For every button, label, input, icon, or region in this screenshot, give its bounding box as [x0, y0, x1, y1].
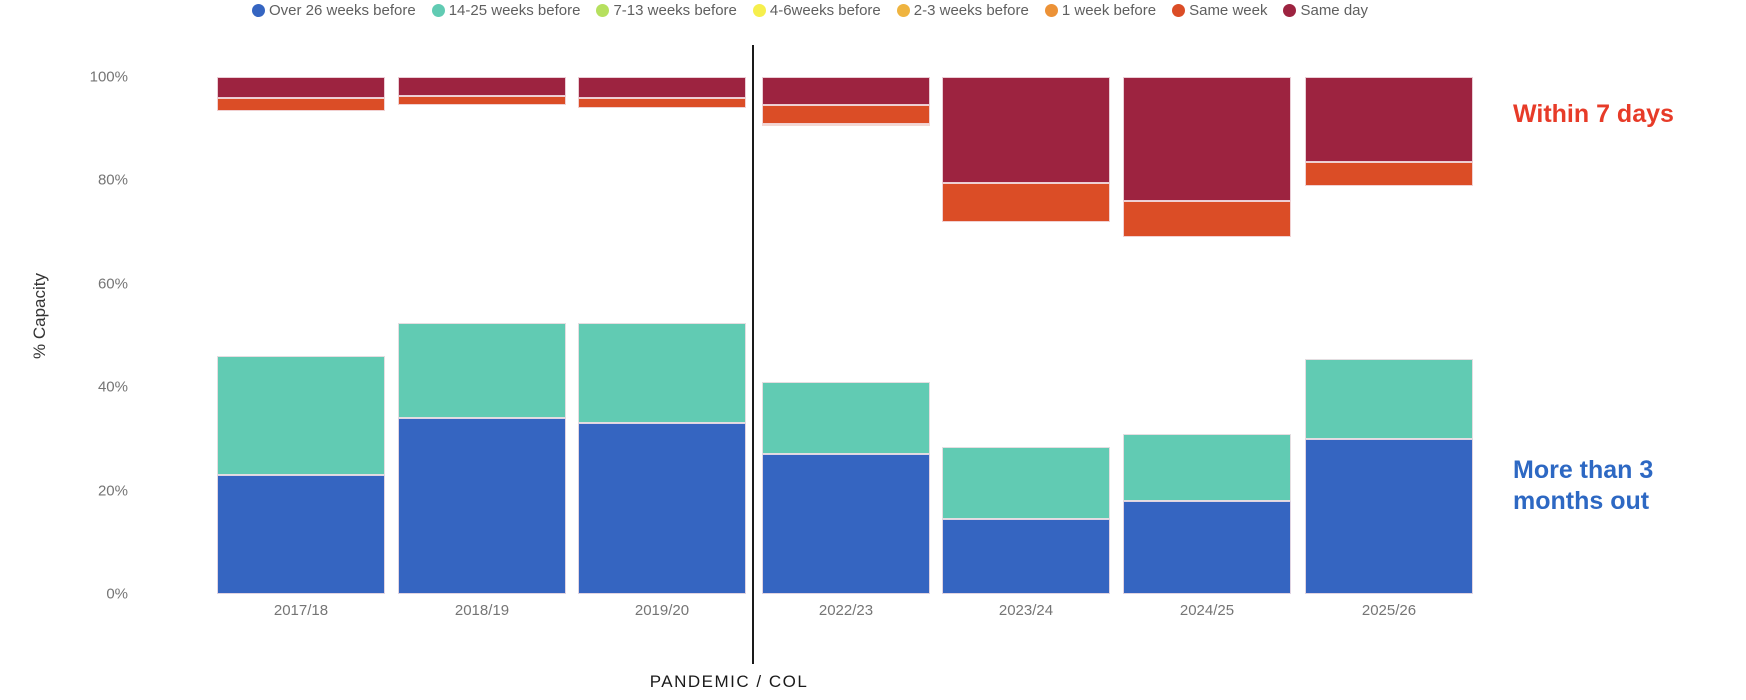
bar-segment[interactable]	[578, 322, 746, 424]
bar-segment[interactable]	[398, 418, 566, 594]
bar-segment[interactable]	[1305, 162, 1473, 186]
legend-color-dot-icon	[896, 4, 910, 17]
bar-segment[interactable]	[1123, 433, 1291, 501]
bar-segment[interactable]	[1305, 438, 1473, 594]
x-axis-label: PANDEMIC / COL	[649, 672, 809, 691]
bar-segment[interactable]	[398, 96, 566, 106]
bar-segment[interactable]	[578, 423, 746, 594]
legend-item[interactable]: Same day	[1283, 2, 1368, 19]
bar-segment[interactable]	[762, 105, 930, 124]
bar-segment[interactable]	[942, 446, 1110, 520]
bar-segment[interactable]	[762, 123, 930, 127]
bar-segment[interactable]	[942, 77, 1110, 183]
legend-color-dot-icon	[596, 4, 610, 17]
legend-color-dot-icon	[431, 4, 445, 17]
y-axis-tick-label: 100%	[89, 68, 128, 86]
legend-item[interactable]: Same week	[1172, 2, 1267, 19]
x-axis-category-label: 2017/18	[273, 602, 329, 619]
bar-segment[interactable]	[762, 77, 930, 106]
legend-item[interactable]: 4-6weeks before	[752, 2, 881, 19]
y-axis-tick-label: 40%	[97, 378, 128, 396]
legend-item-label: 2-3 weeks before	[913, 2, 1029, 19]
legend-item[interactable]: 7-13 weeks before	[596, 2, 737, 19]
x-axis-category-label: 2023/24	[998, 602, 1054, 619]
bar-segment[interactable]	[762, 454, 930, 594]
legend-color-dot-icon	[752, 4, 766, 17]
chart-legend: Over 26 weeks before 14-25 weeks before 7-…	[0, 2, 1620, 19]
legend-item[interactable]: 2-3 weeks before	[896, 2, 1029, 19]
x-axis-category-label: 2024/25	[1179, 602, 1235, 619]
annotation-more-line1: More than 3	[1513, 456, 1654, 484]
legend-color-dot-icon	[1044, 4, 1058, 17]
annotation-within-7-days: Within 7 days	[1513, 100, 1674, 128]
y-axis-tick-label: 20%	[97, 482, 128, 500]
bar-segment[interactable]	[398, 322, 566, 419]
bar-segment[interactable]	[1123, 201, 1291, 238]
bar-segment[interactable]	[398, 77, 566, 97]
bar-segment[interactable]	[1305, 77, 1473, 163]
x-axis-category-label: 2018/19	[454, 602, 510, 619]
bar-segment[interactable]	[578, 77, 746, 98]
legend-item-label: 14-25 weeks before	[448, 2, 581, 19]
bar-segment[interactable]	[217, 475, 385, 594]
legend-item-label: Same day	[1300, 2, 1369, 19]
x-axis-category-label: 2025/26	[1361, 602, 1417, 619]
legend-item-label: 4-6weeks before	[769, 2, 881, 19]
annotation-more-line2: months out	[1513, 487, 1650, 515]
legend-item-label: Same week	[1189, 2, 1268, 19]
legend-color-dot-icon	[251, 4, 265, 17]
bar-segment[interactable]	[1123, 77, 1291, 202]
annotation-more-than-3-months: More than 3 months out	[1513, 455, 1653, 517]
x-axis-category-label: 2019/20	[634, 602, 690, 619]
bar-segment[interactable]	[217, 77, 385, 98]
bar-segment[interactable]	[942, 519, 1110, 594]
bar-segment[interactable]	[1305, 358, 1473, 439]
bar-segment[interactable]	[217, 356, 385, 476]
legend-item[interactable]: 1 week before	[1044, 2, 1157, 19]
legend-item[interactable]: Over 26 weeks before	[251, 2, 416, 19]
legend-item-label: 1 week before	[1061, 2, 1157, 19]
bar-segment[interactable]	[1123, 500, 1291, 594]
legend-color-dot-icon	[1172, 4, 1186, 17]
legend-item-label: 7-13 weeks before	[613, 2, 737, 19]
y-axis-tick-label: 60%	[97, 275, 128, 293]
legend-item-label: Over 26 weeks before	[268, 2, 416, 19]
bar-segment[interactable]	[942, 182, 1110, 222]
legend-item[interactable]: 14-25 weeks before	[431, 2, 581, 19]
bar-segment[interactable]	[762, 382, 930, 455]
y-axis-tick-label: 80%	[97, 171, 128, 189]
x-axis-category-label: 2022/23	[818, 602, 874, 619]
y-axis-tick-label: 0%	[106, 585, 128, 603]
legend-color-dot-icon	[1283, 4, 1297, 17]
bar-segment[interactable]	[578, 97, 746, 108]
bar-segment[interactable]	[217, 97, 385, 111]
pandemic-divider-line	[752, 45, 754, 664]
